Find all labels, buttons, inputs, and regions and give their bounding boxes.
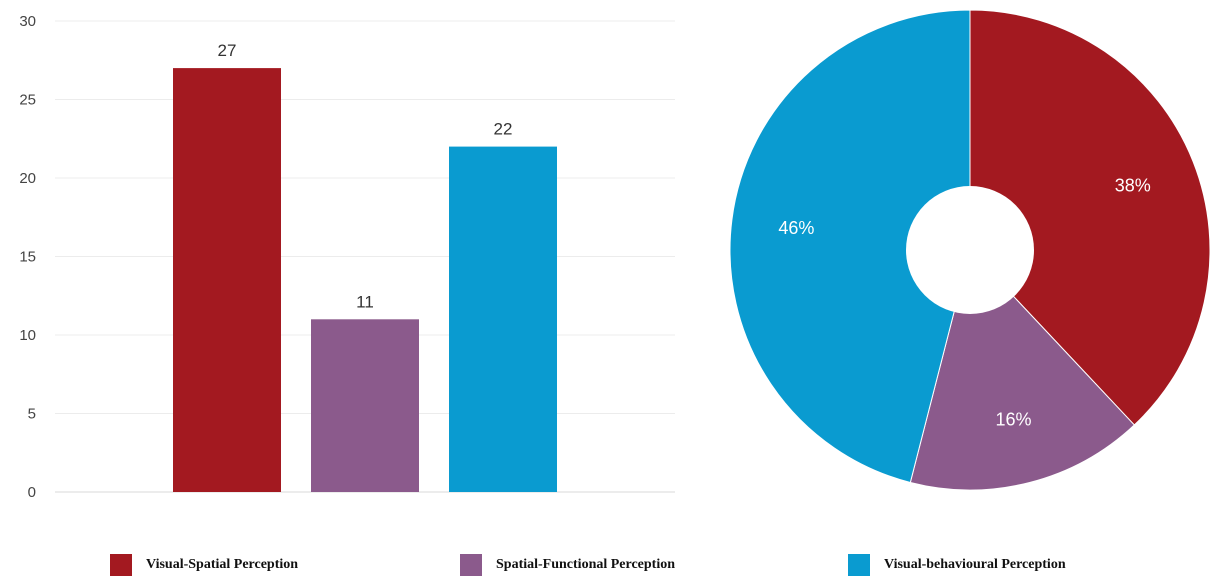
donut-slice-3: [729, 9, 971, 484]
bar-data-label: 22: [494, 120, 513, 139]
bar-series: [173, 68, 557, 492]
legend-swatch: [110, 554, 132, 576]
legend: Visual-Spatial Perception Spatial-Functi…: [0, 548, 1211, 578]
legend-item-visual-spatial: Visual-Spatial Perception: [110, 554, 298, 576]
bar-data-label: 27: [218, 41, 237, 60]
y-tick-label: 15: [19, 249, 36, 266]
y-tick-label: 0: [28, 484, 36, 501]
bar-data-label: 11: [356, 292, 374, 311]
legend-swatch: [848, 554, 870, 576]
y-tick-label: 30: [19, 13, 36, 30]
donut-data-label: 46%: [778, 218, 814, 238]
y-tick-label: 20: [19, 170, 36, 187]
legend-label: Visual-Spatial Perception: [146, 557, 299, 572]
legend-label: Spatial-Functional Perception: [496, 557, 676, 572]
donut-slice-1: [969, 9, 1211, 426]
legend-item-visual-behavioural: Visual-behavioural Perception: [848, 554, 1066, 576]
legend-swatch: [460, 554, 482, 576]
donut-hole: [906, 186, 1034, 314]
y-tick-label: 25: [19, 92, 36, 109]
y-tick-label: 10: [19, 327, 36, 344]
donut-slices: [729, 9, 1211, 491]
y-tick-label: 5: [28, 406, 36, 423]
bar-chart: 0 5 10 15 20 25 30 27 11 22: [19, 13, 675, 501]
bar-3: [449, 146, 557, 492]
donut-data-label: 38%: [1115, 176, 1151, 196]
donut-data-label: 16%: [996, 410, 1032, 430]
bar-y-axis-ticks: 0 5 10 15 20 25 30: [19, 13, 36, 501]
donut-data-labels: 38% 16% 46%: [778, 176, 1150, 430]
bar-data-labels: 27 11 22: [218, 41, 513, 311]
donut-chart: 38% 16% 46%: [729, 9, 1211, 491]
bar-2: [311, 319, 419, 492]
bar-1: [173, 68, 281, 492]
legend-item-spatial-functional: Spatial-Functional Perception: [460, 554, 675, 576]
legend-label: Visual-behavioural Perception: [884, 557, 1066, 572]
